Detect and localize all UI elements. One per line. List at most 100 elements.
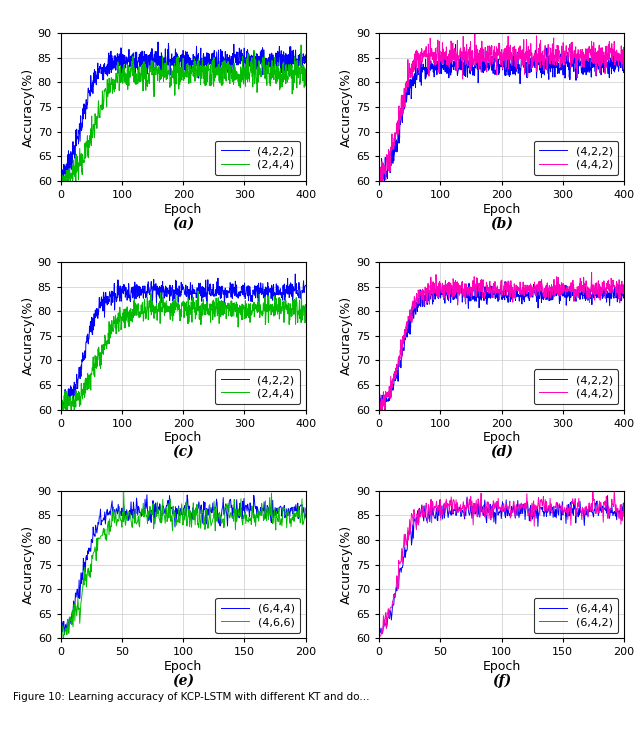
(4,4,2) xyxy=(525,55,532,64)
Line: (6,4,4): (6,4,4) xyxy=(380,496,624,632)
(4,6,6) xyxy=(60,636,67,645)
(4,2,2) xyxy=(200,55,208,64)
(4,6,6) xyxy=(302,503,310,512)
(6,4,4) xyxy=(302,509,310,518)
(4,4,2) xyxy=(620,53,628,62)
(6,4,4) xyxy=(88,537,96,546)
Line: (2,4,4): (2,4,4) xyxy=(61,45,306,191)
Line: (4,4,2): (4,4,2) xyxy=(380,272,624,415)
(6,4,2) xyxy=(530,497,538,506)
(6,4,4) xyxy=(620,512,628,521)
(6,4,4) xyxy=(530,512,538,521)
(4,2,2) xyxy=(291,269,299,278)
(4,4,2) xyxy=(518,290,525,299)
(4,6,6) xyxy=(237,512,244,521)
(4,6,6) xyxy=(139,511,147,520)
(4,2,2) xyxy=(302,50,310,59)
Line: (4,6,6): (4,6,6) xyxy=(62,492,306,641)
(6,4,4) xyxy=(58,618,66,627)
(4,2,2) xyxy=(525,59,532,68)
(4,2,2) xyxy=(206,280,214,289)
(6,4,4) xyxy=(61,630,68,639)
(6,4,4) xyxy=(406,528,413,537)
(6,4,4) xyxy=(156,500,164,508)
Text: (b): (b) xyxy=(490,216,513,230)
(2,4,4) xyxy=(214,71,221,80)
(2,4,4) xyxy=(200,64,207,73)
X-axis label: Epoch: Epoch xyxy=(483,661,521,673)
Legend: (4,2,2), (4,4,2): (4,2,2), (4,4,2) xyxy=(534,140,618,175)
(6,4,4) xyxy=(236,514,243,523)
X-axis label: Epoch: Epoch xyxy=(164,203,202,215)
(4,2,2) xyxy=(562,289,570,298)
(4,2,2) xyxy=(213,277,221,286)
Line: (4,2,2): (4,2,2) xyxy=(61,274,306,410)
(2,4,4) xyxy=(63,414,71,423)
(4,4,2) xyxy=(562,56,570,65)
Text: (c): (c) xyxy=(172,445,194,459)
(4,2,2) xyxy=(391,148,399,156)
(4,2,2) xyxy=(518,288,526,297)
(2,4,4) xyxy=(297,41,305,49)
(4,2,2) xyxy=(72,377,80,386)
Y-axis label: Accuracy(%): Accuracy(%) xyxy=(22,296,35,376)
Line: (6,4,2): (6,4,2) xyxy=(380,491,624,636)
Y-axis label: Accuracy(%): Accuracy(%) xyxy=(340,296,353,376)
(4,4,2) xyxy=(376,400,383,409)
X-axis label: Epoch: Epoch xyxy=(483,432,521,444)
(4,2,2) xyxy=(214,67,221,76)
(4,2,2) xyxy=(58,158,65,167)
Y-axis label: Accuracy(%): Accuracy(%) xyxy=(340,67,353,147)
(6,4,4) xyxy=(554,499,561,508)
(6,4,4) xyxy=(552,514,560,523)
(4,2,2) xyxy=(452,40,460,49)
(4,2,2) xyxy=(207,57,214,66)
Text: (d): (d) xyxy=(490,445,513,459)
(4,2,2) xyxy=(154,38,162,46)
Line: (4,2,2): (4,2,2) xyxy=(380,282,624,415)
(4,2,2) xyxy=(269,60,276,69)
(4,4,2) xyxy=(620,289,628,297)
(2,4,4) xyxy=(207,300,214,308)
(4,2,2) xyxy=(587,63,595,72)
(6,4,4) xyxy=(237,499,244,508)
(2,4,4) xyxy=(73,396,81,405)
Legend: (6,4,4), (6,4,2): (6,4,4), (6,4,2) xyxy=(534,598,618,632)
(2,4,4) xyxy=(206,75,214,84)
(4,4,2) xyxy=(376,410,384,419)
(2,4,4) xyxy=(65,187,72,196)
(2,4,4) xyxy=(194,286,202,295)
(4,2,2) xyxy=(587,291,595,300)
Y-axis label: Accuracy(%): Accuracy(%) xyxy=(22,525,35,604)
Line: (4,4,2): (4,4,2) xyxy=(380,30,624,191)
Legend: (6,4,4), (4,6,6): (6,4,4), (4,6,6) xyxy=(215,598,300,632)
(6,4,2) xyxy=(554,506,561,515)
(6,4,4) xyxy=(143,490,151,499)
(4,4,2) xyxy=(532,288,540,297)
Text: (a): (a) xyxy=(172,216,195,230)
Legend: (4,2,2), (2,4,4): (4,2,2), (2,4,4) xyxy=(215,369,300,404)
(4,6,6) xyxy=(88,551,96,560)
Text: (e): (e) xyxy=(172,674,195,688)
(4,4,2) xyxy=(561,286,569,295)
Text: Figure 10: Learning accuracy of KCP-LSTM with different KT and do...: Figure 10: Learning accuracy of KCP-LSTM… xyxy=(13,692,369,703)
(4,2,2) xyxy=(525,289,532,297)
Y-axis label: Accuracy(%): Accuracy(%) xyxy=(340,525,353,604)
(6,4,4) xyxy=(376,628,384,637)
(4,2,2) xyxy=(381,183,388,192)
X-axis label: Epoch: Epoch xyxy=(483,203,521,215)
(6,4,2) xyxy=(376,632,384,641)
(4,2,2) xyxy=(532,58,540,67)
(4,2,2) xyxy=(60,178,67,187)
(4,2,2) xyxy=(620,63,628,72)
Legend: (4,2,2), (4,4,2): (4,2,2), (4,4,2) xyxy=(534,369,618,404)
(4,4,2) xyxy=(376,169,383,178)
Line: (2,4,4): (2,4,4) xyxy=(61,291,306,418)
(4,4,2) xyxy=(391,370,399,379)
(4,4,2) xyxy=(376,187,384,196)
(4,2,2) xyxy=(376,411,384,420)
(4,2,2) xyxy=(200,287,207,296)
(2,4,4) xyxy=(214,308,221,317)
(4,6,6) xyxy=(58,621,66,630)
(6,4,2) xyxy=(620,499,628,508)
